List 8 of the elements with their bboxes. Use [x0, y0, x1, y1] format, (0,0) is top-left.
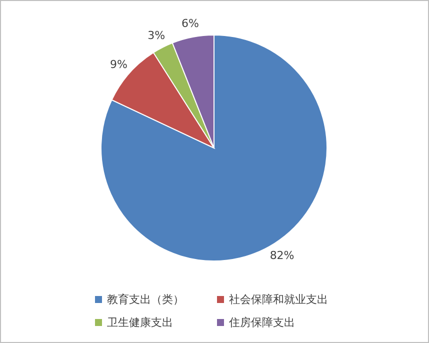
legend-label: 社会保障和就业支出	[229, 293, 328, 306]
data-label: 3%	[148, 28, 166, 42]
legend-label: 卫生健康支出	[107, 316, 173, 329]
legend-label: 住房保障支出	[229, 316, 295, 329]
legend-label: 教育支出（类）	[107, 293, 184, 306]
data-label: 82%	[270, 249, 294, 262]
data-label: 9%	[110, 58, 128, 72]
data-label: 6%	[181, 17, 199, 30]
